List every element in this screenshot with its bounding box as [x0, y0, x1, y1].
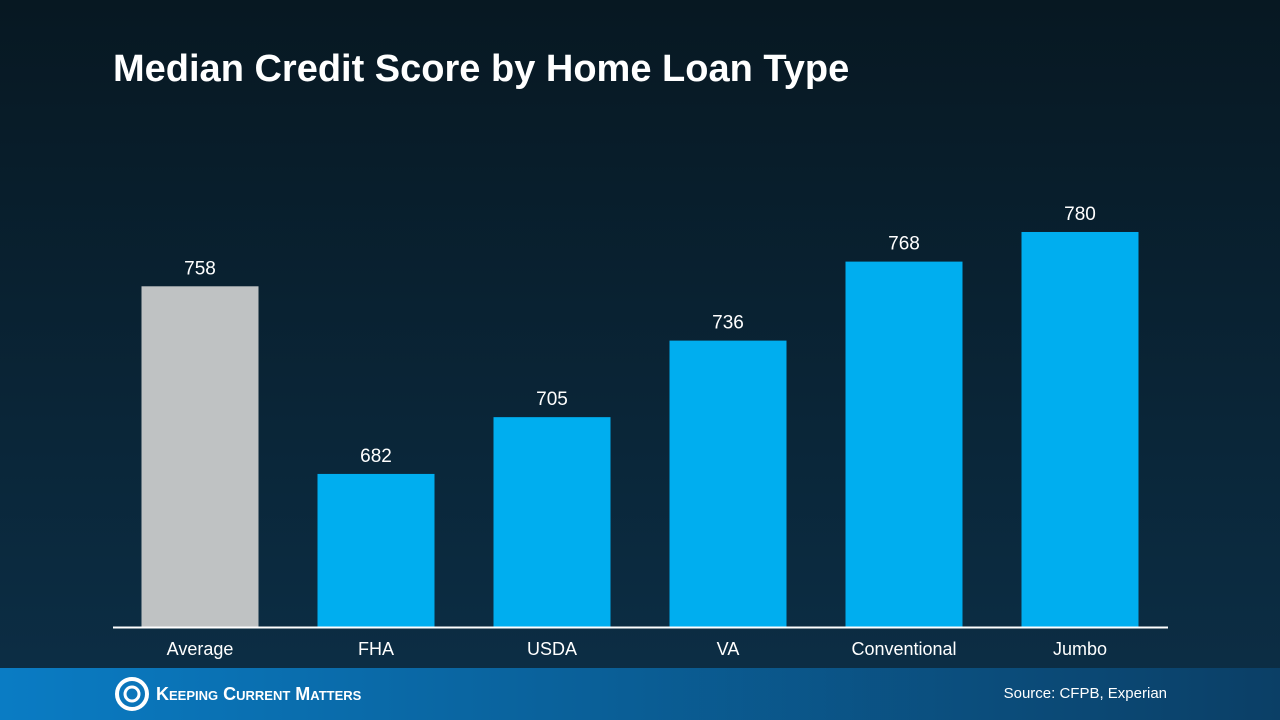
bar	[1021, 231, 1139, 627]
value-label: 758	[184, 258, 216, 279]
value-label: 736	[712, 313, 744, 334]
value-label: 682	[360, 446, 392, 467]
value-label: 768	[888, 234, 920, 255]
chart-title: Median Credit Score by Home Loan Type	[113, 48, 849, 90]
brand: Keeping Current Matters	[156, 684, 362, 704]
x-tick-label: USDA	[527, 639, 577, 659]
x-tick-label: Jumbo	[1053, 639, 1107, 659]
logo-icon	[115, 677, 149, 711]
x-tick-label: Conventional	[851, 639, 956, 659]
x-tick-label: VA	[717, 639, 740, 659]
x-tick-label: Average	[167, 639, 234, 659]
value-label: 780	[1064, 204, 1096, 225]
bar	[845, 261, 963, 627]
x-tick-label: FHA	[358, 639, 394, 659]
bar	[141, 286, 259, 627]
bar	[669, 340, 787, 627]
value-label: 705	[536, 389, 568, 410]
bar	[317, 473, 435, 627]
bar	[493, 417, 611, 627]
source: Source: CFPB, Experian	[1004, 685, 1167, 702]
footer-band	[0, 668, 1280, 720]
